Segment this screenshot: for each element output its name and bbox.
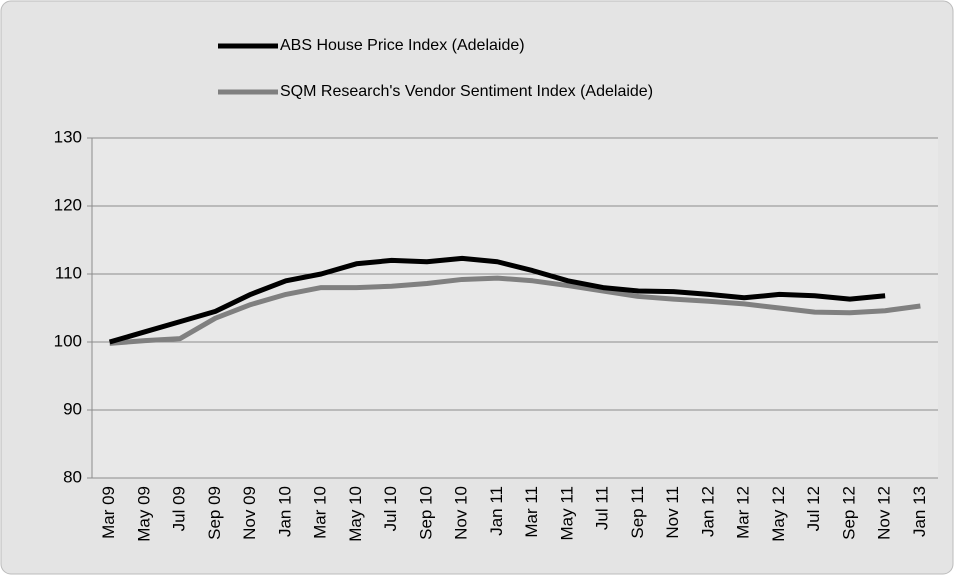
x-tick-label: Jul 09 bbox=[170, 486, 189, 531]
line-series bbox=[109, 275, 921, 346]
x-tick-label: Jan 13 bbox=[910, 486, 929, 537]
x-tick-label: Jul 11 bbox=[593, 486, 612, 530]
x-tick-label: Jan 10 bbox=[275, 486, 294, 537]
x-tick-label: Nov 10 bbox=[452, 486, 471, 540]
x-tick-label: May 09 bbox=[134, 486, 153, 542]
y-tick-label: 80 bbox=[63, 467, 82, 486]
y-tick-label: 120 bbox=[54, 195, 82, 214]
y-tick-label: 110 bbox=[55, 263, 82, 282]
x-tick-label: Mar 10 bbox=[311, 486, 330, 539]
x-tick-label: Mar 09 bbox=[99, 486, 118, 539]
x-tick-label: Sep 09 bbox=[205, 486, 224, 540]
x-tick-label: Sep 10 bbox=[416, 486, 435, 540]
x-tick-label: Sep 11 bbox=[628, 486, 647, 539]
x-tick-label: Nov 12 bbox=[875, 486, 894, 540]
legend-label: SQM Research's Vendor Sentiment Index (A… bbox=[280, 83, 653, 100]
x-tick-label: Jan 12 bbox=[698, 486, 717, 537]
legend-label: ABS House Price Index (Adelaide) bbox=[280, 37, 525, 54]
x-tick-label: Jul 10 bbox=[381, 486, 400, 531]
x-tick-label: Sep 12 bbox=[839, 486, 858, 540]
x-tick-label: Mar 11 bbox=[522, 486, 541, 538]
x-tick-label: Jul 12 bbox=[804, 486, 823, 531]
x-tick-label: Jan 11 bbox=[487, 486, 506, 536]
y-tick-label: 90 bbox=[63, 399, 82, 418]
x-tick-label: Mar 12 bbox=[734, 486, 753, 539]
y-tick-label: 100 bbox=[54, 331, 82, 350]
x-tick-label: May 12 bbox=[769, 486, 788, 542]
x-tick-label: May 10 bbox=[346, 486, 365, 542]
legend: ABS House Price Index (Adelaide) SQM Rese… bbox=[218, 37, 653, 100]
x-tick-label: Nov 11 bbox=[663, 486, 682, 539]
x-tick-label: Nov 09 bbox=[240, 486, 259, 540]
y-tick-label: 130 bbox=[54, 127, 82, 146]
x-tick-label: May 11 bbox=[557, 486, 576, 541]
line-series bbox=[108, 255, 886, 345]
